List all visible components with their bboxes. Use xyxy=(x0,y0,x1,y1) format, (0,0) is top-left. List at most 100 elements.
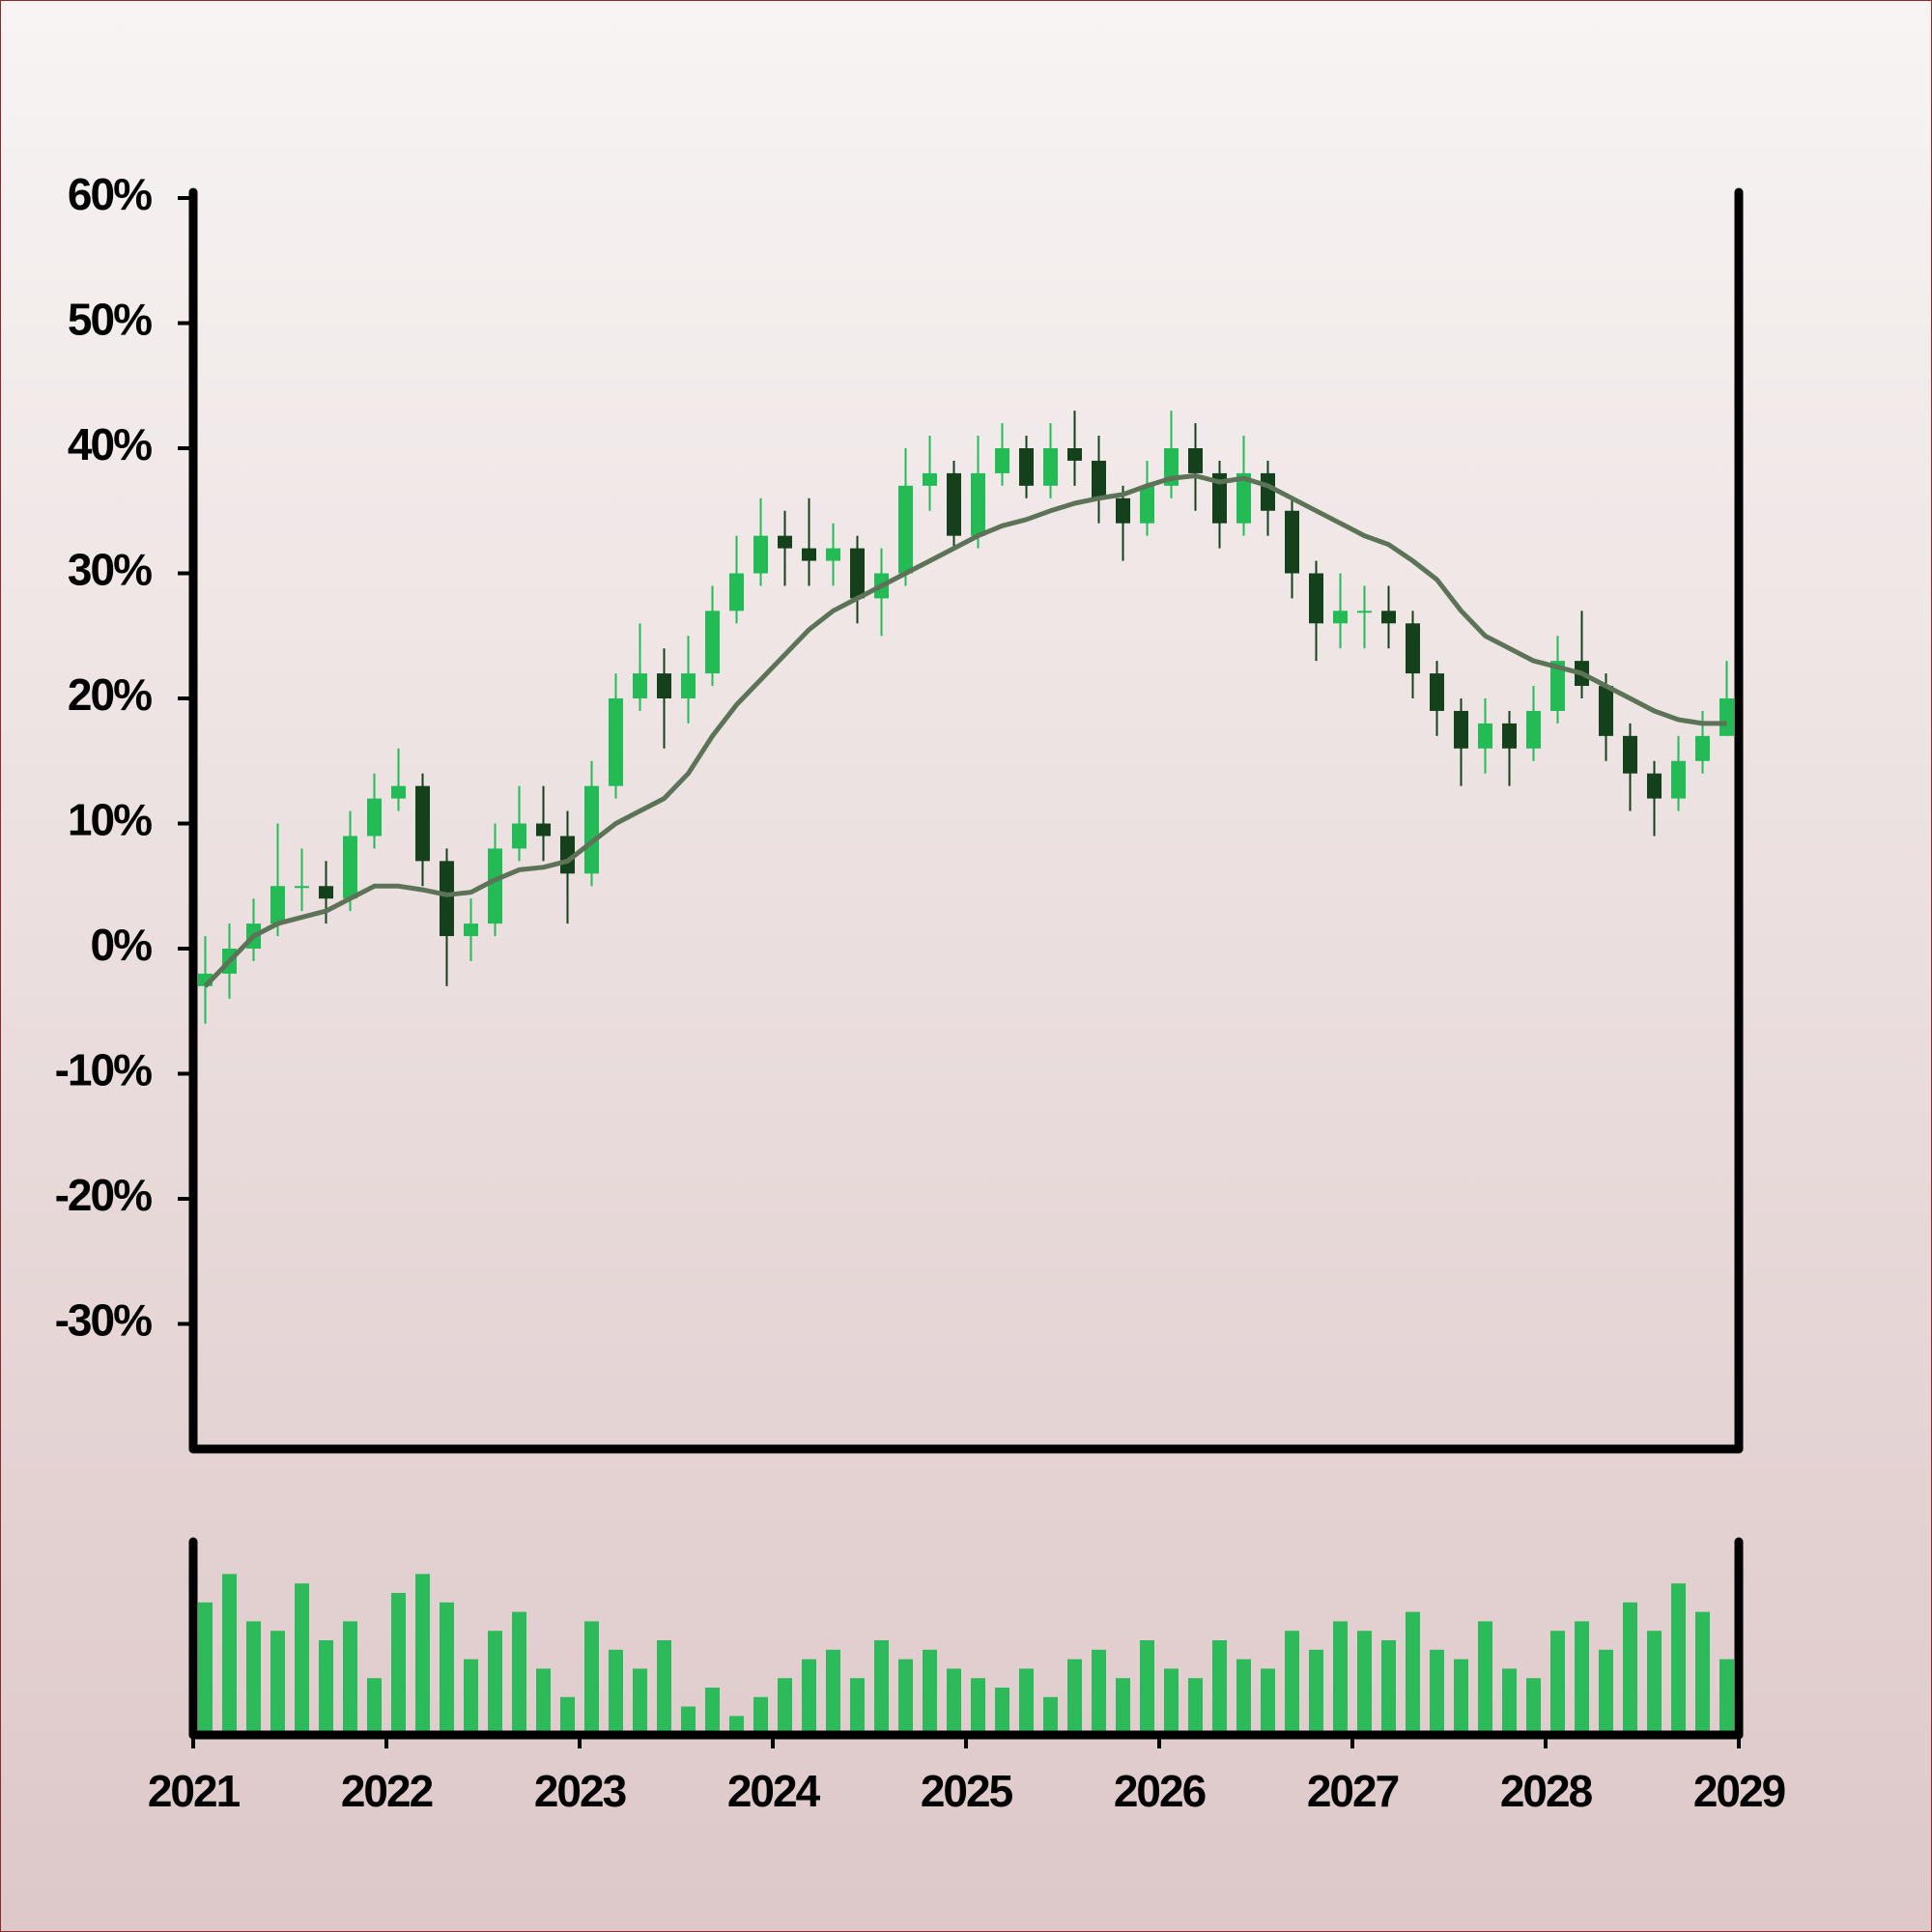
volume-bar xyxy=(488,1631,502,1735)
candle-body xyxy=(1357,611,1372,613)
candle-body xyxy=(1454,710,1468,749)
x-tick-label: 2029 xyxy=(1693,1766,1785,1816)
volume-bar xyxy=(1430,1649,1444,1735)
candle-body xyxy=(1623,735,1637,774)
candle-body xyxy=(1285,510,1299,574)
x-tick-label: 2021 xyxy=(148,1766,241,1816)
candle-body xyxy=(1406,623,1420,674)
candle-body xyxy=(609,698,623,786)
candle-body xyxy=(415,785,430,862)
candle-body xyxy=(319,886,333,899)
candle-body xyxy=(391,785,406,799)
volume-bar xyxy=(536,1668,551,1735)
volume-bar xyxy=(1623,1602,1637,1735)
volume-bar xyxy=(1212,1640,1227,1735)
volume-bar xyxy=(1575,1621,1589,1735)
volume-bar xyxy=(1478,1621,1492,1735)
x-tick-label: 2024 xyxy=(727,1766,821,1816)
candle-body xyxy=(1430,673,1444,711)
volume-bar xyxy=(1502,1668,1517,1735)
candle-body xyxy=(1212,472,1227,524)
candle-body xyxy=(1599,686,1613,736)
x-tick-label: 2022 xyxy=(341,1766,433,1816)
volume-bar xyxy=(1164,1668,1179,1735)
volume-bar xyxy=(923,1649,937,1735)
y-tick-label: 20% xyxy=(68,669,152,720)
volume-bar xyxy=(1333,1621,1348,1735)
candle-body xyxy=(657,673,671,698)
volume-bar xyxy=(391,1593,406,1735)
volume-bar xyxy=(1092,1649,1106,1735)
candle-body xyxy=(705,611,720,674)
y-tick-label: -20% xyxy=(55,1170,152,1220)
x-tick-label: 2026 xyxy=(1114,1766,1206,1816)
volume-bar xyxy=(319,1640,333,1735)
candle-body xyxy=(1478,723,1492,749)
volume-bar xyxy=(1671,1583,1686,1735)
candle-body xyxy=(1695,735,1710,761)
candle-body xyxy=(995,448,1009,473)
candle-body xyxy=(536,823,551,837)
candle-body xyxy=(850,548,865,599)
candle-body xyxy=(1092,460,1106,498)
volume-bar xyxy=(995,1688,1009,1735)
candle-body xyxy=(826,548,840,561)
candle-body xyxy=(367,798,382,837)
volume-bar xyxy=(874,1640,889,1735)
volume-bar xyxy=(1309,1649,1323,1735)
volume-bar xyxy=(343,1621,357,1735)
candle-body xyxy=(729,573,744,611)
candle-body xyxy=(1647,773,1662,799)
y-tick-label: -30% xyxy=(55,1295,152,1346)
y-tick-label: 40% xyxy=(68,419,152,469)
candle-body xyxy=(1502,723,1517,749)
candle-body xyxy=(1550,661,1565,711)
volume-bar xyxy=(246,1621,261,1735)
volume-bar xyxy=(971,1678,985,1735)
volume-bar xyxy=(947,1668,961,1735)
candle-body xyxy=(1261,472,1275,511)
y-tick-label: 60% xyxy=(68,169,152,219)
volume-bar xyxy=(850,1678,865,1735)
x-tick-label: 2025 xyxy=(921,1766,1013,1816)
volume-bar xyxy=(657,1640,671,1735)
volume-bar xyxy=(633,1668,647,1735)
volume-bar xyxy=(1019,1668,1034,1735)
candle-body xyxy=(512,823,526,849)
volume-bar xyxy=(609,1649,623,1735)
candle-body xyxy=(1236,472,1251,524)
x-tick-label: 2028 xyxy=(1500,1766,1593,1816)
volume-bar xyxy=(560,1696,575,1735)
candle-body xyxy=(1019,448,1034,486)
candle-body xyxy=(1526,710,1541,749)
candle-body xyxy=(1116,497,1130,524)
moving-average-line xyxy=(203,473,1727,988)
candle-body xyxy=(1043,448,1058,486)
candle-body xyxy=(464,923,478,937)
candle-body xyxy=(270,886,285,924)
candle-body xyxy=(898,485,913,574)
volume-bar xyxy=(584,1621,599,1735)
volume-bar xyxy=(512,1611,526,1735)
volume-bar xyxy=(464,1659,478,1735)
volume-bar xyxy=(1695,1611,1710,1735)
volume-bar xyxy=(222,1574,237,1735)
x-tick-label: 2023 xyxy=(534,1766,626,1816)
candle-body xyxy=(681,673,696,698)
candle-body xyxy=(343,836,357,899)
volume-bar xyxy=(1406,1611,1420,1735)
volume-bar xyxy=(440,1602,454,1735)
volume-bar xyxy=(898,1659,913,1735)
candle-body xyxy=(1671,760,1686,799)
volume-bar xyxy=(1188,1678,1203,1735)
volume-bar xyxy=(1381,1640,1396,1735)
candle-body xyxy=(971,472,985,536)
volume-bar xyxy=(826,1649,840,1735)
volume-bar xyxy=(729,1716,744,1735)
volume-bar xyxy=(1357,1631,1372,1735)
volume-bar xyxy=(415,1574,430,1735)
candle-body xyxy=(1309,573,1323,624)
